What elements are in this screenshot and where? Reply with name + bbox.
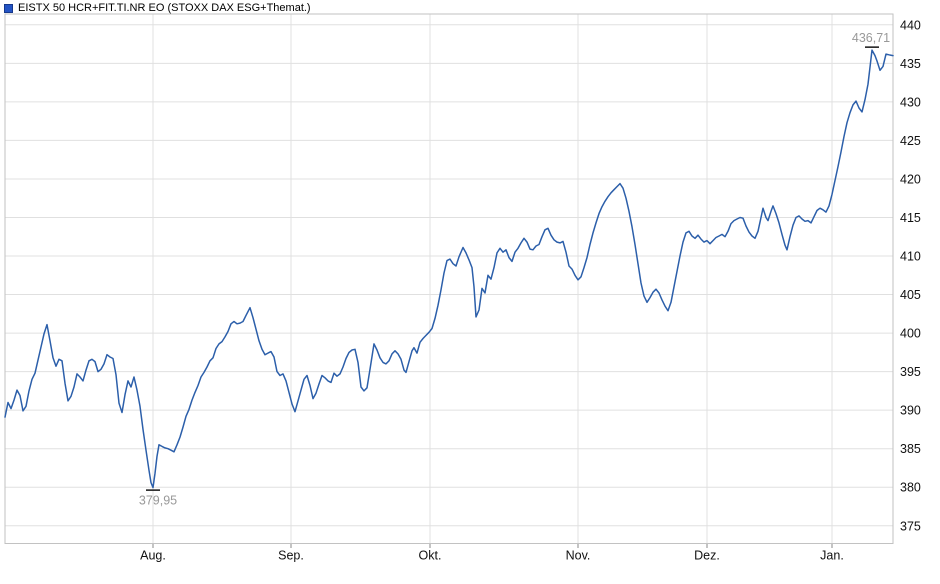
y-axis-label: 395 — [900, 365, 921, 379]
y-axis-label: 400 — [900, 327, 921, 341]
high-value-label: 436,71 — [852, 31, 890, 45]
chart-legend: EISTX 50 HCR+FIT.TI.NR EO (STOXX DAX ESG… — [4, 2, 311, 14]
y-axis-label: 405 — [900, 288, 921, 302]
y-axis-label: 380 — [900, 481, 921, 495]
y-axis-label: 375 — [900, 519, 921, 533]
y-axis-label: 385 — [900, 442, 921, 456]
y-axis-label: 415 — [900, 211, 921, 225]
low-value-label: 379,95 — [139, 494, 177, 508]
y-axis-label: 440 — [900, 18, 921, 32]
x-axis-label: Okt. — [419, 549, 442, 563]
x-axis-label: Jan. — [820, 549, 844, 563]
y-axis-label: 410 — [900, 250, 921, 264]
legend-marker-icon — [4, 3, 13, 13]
chart-title: EISTX 50 HCR+FIT.TI.NR EO (STOXX DAX ESG… — [18, 2, 311, 14]
y-axis-label: 390 — [900, 404, 921, 418]
y-axis-label: 430 — [900, 95, 921, 109]
x-axis-label: Dez. — [694, 549, 720, 563]
x-axis-label: Nov. — [566, 549, 591, 563]
x-axis-label: Sep. — [278, 549, 304, 563]
plot-border — [4, 13, 894, 544]
x-axis-label: Aug. — [140, 549, 166, 563]
y-axis-label: 425 — [900, 134, 921, 148]
y-axis-label: 435 — [900, 57, 921, 71]
price-line — [4, 49, 894, 489]
y-axis-label: 420 — [900, 172, 921, 186]
